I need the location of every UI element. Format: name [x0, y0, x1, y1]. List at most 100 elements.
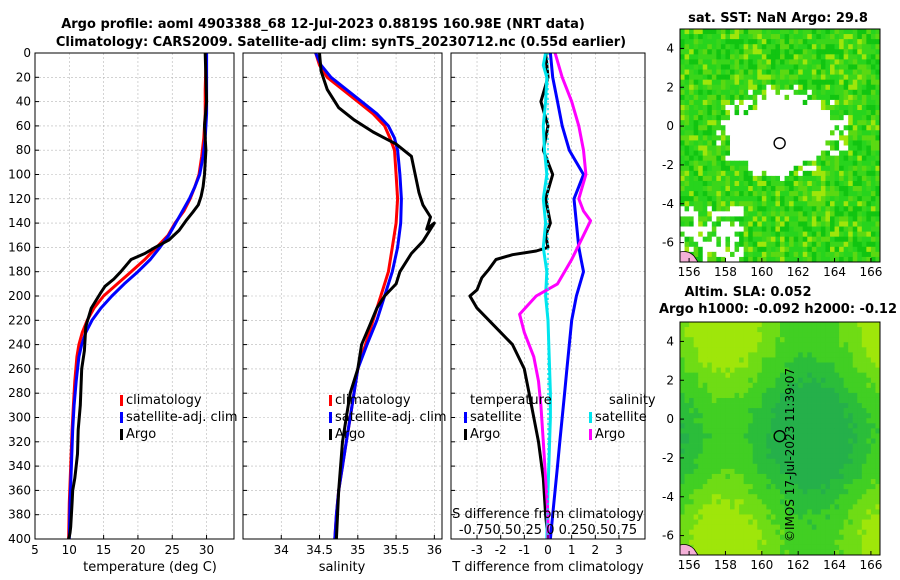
- map-cell: [693, 337, 699, 343]
- map-cell: [870, 408, 876, 414]
- map-cell: [757, 29, 763, 35]
- map-cell: [852, 145, 858, 151]
- map-cell: [761, 216, 767, 222]
- map-cell: [775, 322, 781, 328]
- map-cell: [861, 463, 867, 470]
- map-cell: [693, 443, 699, 450]
- map-cell: [698, 463, 704, 470]
- map-cell: [875, 519, 881, 526]
- map-cell: [834, 236, 840, 243]
- map-cell: [834, 165, 840, 172]
- map-cell: [861, 357, 867, 363]
- map-cell: [743, 403, 749, 409]
- map-cell: [811, 34, 817, 40]
- map-cell: [811, 170, 817, 177]
- map-cell: [725, 49, 731, 55]
- map-cell: [784, 221, 790, 227]
- map-cell: [820, 150, 826, 157]
- map-cell: [834, 448, 840, 455]
- map-cell: [789, 256, 795, 263]
- map-cell: [698, 392, 704, 399]
- map-cell: [775, 489, 781, 495]
- map-cell: [739, 392, 745, 399]
- map-cell: [770, 29, 776, 35]
- map-cell: [807, 413, 813, 419]
- map-cell: [680, 489, 685, 495]
- map-cell: [861, 211, 867, 217]
- map-cell: [716, 130, 722, 136]
- map-cell: [802, 453, 808, 460]
- map-cell: [743, 256, 749, 263]
- map-cell: [680, 34, 685, 40]
- map-cell: [784, 448, 790, 455]
- map-cell: [698, 377, 704, 384]
- map-cell: [734, 39, 740, 45]
- map-cell: [748, 160, 754, 167]
- map-cell: [757, 489, 763, 495]
- map-cell: [752, 484, 758, 490]
- map-cell: [816, 357, 822, 363]
- map-cell: [752, 479, 758, 485]
- map-cell: [775, 458, 781, 465]
- map-cell: [839, 196, 845, 202]
- map-cell: [693, 201, 699, 207]
- map-cell: [789, 499, 795, 505]
- map-cell: [689, 392, 695, 399]
- map-cell: [807, 453, 813, 460]
- map-cell: [866, 347, 872, 353]
- map-cell: [780, 458, 785, 465]
- map-cell: [848, 347, 854, 353]
- map-cell: [870, 130, 876, 136]
- map-cell: [775, 357, 781, 363]
- map-cell: [743, 251, 749, 258]
- map-cell: [725, 509, 731, 515]
- map-cell: [875, 69, 881, 75]
- map-cell: [780, 170, 785, 177]
- map-cell: [748, 499, 754, 505]
- map-cell: [707, 443, 713, 450]
- map-cell: [870, 327, 876, 333]
- map-cell: [870, 241, 876, 248]
- map-cell: [734, 337, 740, 343]
- map-cell: [693, 438, 699, 444]
- map-cell: [820, 140, 826, 146]
- map-cell: [757, 458, 763, 465]
- map-cell: [830, 246, 835, 253]
- map-cell: [820, 170, 826, 177]
- map-cell: [725, 216, 731, 222]
- map-cell: [770, 534, 776, 541]
- map-cell: [739, 251, 745, 258]
- map-cell: [770, 175, 776, 182]
- map-cell: [702, 206, 708, 212]
- map-cell: [761, 443, 767, 450]
- map-cell: [752, 403, 758, 409]
- map-cell: [834, 140, 840, 146]
- map-cell: [680, 352, 685, 358]
- map-cell: [820, 79, 826, 86]
- map-cell: [802, 104, 808, 111]
- map-cell: [870, 342, 876, 348]
- map-cell: [870, 89, 876, 96]
- map-cell: [752, 256, 758, 263]
- map-cell: [748, 367, 754, 374]
- map-cell: [789, 221, 795, 227]
- map-cell: [775, 377, 781, 384]
- map-cell: [707, 150, 713, 157]
- map-cell: [830, 226, 835, 233]
- map-cell: [793, 165, 799, 172]
- map-cell: [802, 130, 808, 136]
- map-cell: [702, 519, 708, 526]
- map-cell: [702, 352, 708, 358]
- map-cell: [866, 357, 872, 363]
- map-cell: [743, 216, 749, 222]
- map-cell: [843, 241, 849, 248]
- map-cell: [811, 342, 817, 348]
- map-cell: [698, 39, 704, 45]
- map-cell: [825, 494, 831, 500]
- map-cell: [698, 256, 704, 263]
- map-cell: [834, 539, 840, 546]
- map-cell: [689, 84, 695, 91]
- map-cell: [757, 69, 763, 75]
- map-cell: [730, 221, 735, 227]
- map-cell: [780, 322, 785, 328]
